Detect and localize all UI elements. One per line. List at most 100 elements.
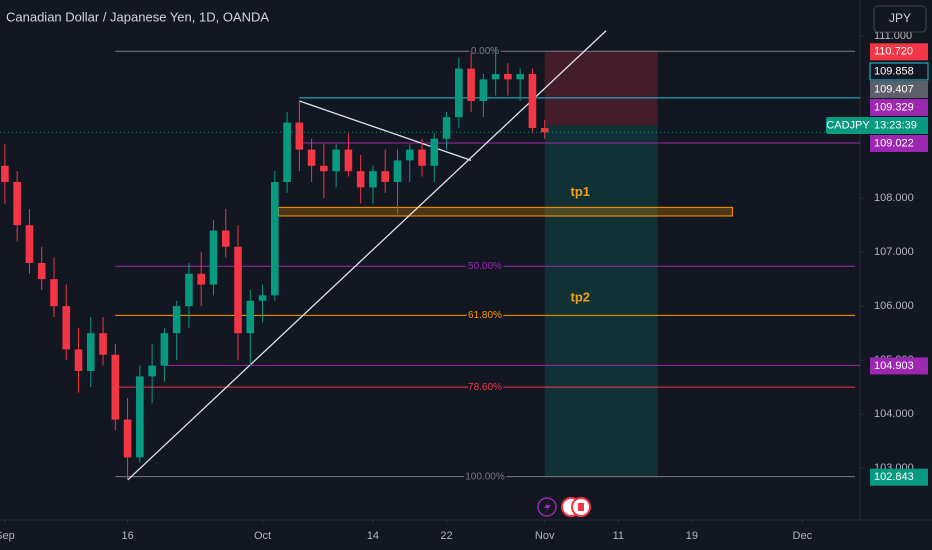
trend-line bbox=[127, 30, 607, 481]
candle-body bbox=[332, 149, 340, 172]
price-tag-label: 102.843 bbox=[874, 471, 914, 483]
candle-body bbox=[442, 117, 451, 139]
price-tag bbox=[870, 134, 928, 152]
candle-body bbox=[307, 149, 316, 166]
candle-body bbox=[320, 165, 328, 172]
price-tag bbox=[870, 468, 928, 486]
lightning-glyph bbox=[544, 501, 551, 513]
candle-body bbox=[418, 149, 426, 166]
flag-glyph bbox=[578, 503, 584, 511]
chart-title: Canadian Dollar / Japanese Yen, 1D, OAND… bbox=[6, 9, 269, 24]
price-tag-label: 109.407 bbox=[874, 83, 914, 95]
candle-body bbox=[356, 171, 365, 188]
price-tag bbox=[870, 80, 928, 98]
candle-body bbox=[1, 165, 9, 182]
candle-body bbox=[479, 79, 488, 101]
currency-button[interactable] bbox=[873, 5, 927, 33]
price-tag bbox=[870, 357, 928, 375]
candle-body bbox=[160, 333, 169, 366]
currency-label[interactable]: JPY bbox=[889, 11, 911, 25]
candle-body bbox=[504, 73, 512, 80]
candle-body bbox=[405, 149, 414, 161]
stop-zone bbox=[544, 51, 658, 126]
candle-body bbox=[13, 181, 21, 226]
candle-body bbox=[393, 160, 402, 182]
candle-body bbox=[369, 171, 377, 188]
price-tag-label: 109.329 bbox=[874, 101, 914, 113]
price-tag-label: 110.720 bbox=[874, 46, 913, 58]
x-tick-label: Sep bbox=[0, 530, 15, 542]
candle-body bbox=[25, 225, 34, 263]
y-tick-label: 106.000 bbox=[874, 300, 914, 312]
x-tick-label: 16 bbox=[121, 530, 133, 542]
target-zone bbox=[544, 125, 658, 477]
axes: 111.000108.000107.000106.000105.000104.0… bbox=[0, 30, 929, 542]
candle-body bbox=[148, 365, 156, 377]
candle-body bbox=[62, 306, 71, 350]
candle-body bbox=[516, 73, 524, 80]
candle-body bbox=[491, 73, 500, 80]
x-tick-label: 14 bbox=[367, 530, 379, 542]
candle-body bbox=[271, 181, 279, 296]
fib-label: 50.00% bbox=[468, 261, 502, 272]
candle-body bbox=[455, 68, 463, 118]
candle-body bbox=[528, 73, 537, 128]
x-tick-label: 11 bbox=[613, 530, 624, 542]
support-zone bbox=[277, 206, 733, 217]
candle-body bbox=[74, 349, 83, 371]
annotation: tp2 bbox=[571, 290, 591, 305]
price-tag-label: 104.903 bbox=[874, 360, 914, 372]
fib-label: 0.00% bbox=[471, 46, 499, 57]
candle-body bbox=[467, 68, 475, 101]
candle-body bbox=[50, 279, 58, 307]
price-tag-label: 109.022 bbox=[874, 137, 914, 149]
candle-body bbox=[344, 149, 353, 172]
symbol-tag bbox=[826, 116, 870, 134]
candle-body bbox=[185, 273, 193, 307]
candle-body bbox=[136, 376, 144, 458]
event-icons[interactable] bbox=[537, 497, 591, 517]
candle-body bbox=[197, 273, 206, 285]
price-tag bbox=[870, 43, 928, 61]
x-tick-label: Nov bbox=[535, 530, 555, 542]
x-tick-label: 22 bbox=[440, 530, 452, 542]
candle-body bbox=[111, 354, 120, 420]
candle-body bbox=[99, 333, 107, 355]
candle-body bbox=[172, 306, 181, 334]
candle-body bbox=[221, 230, 230, 247]
candle-body bbox=[234, 246, 242, 334]
candle-body bbox=[381, 171, 390, 182]
price-tag bbox=[870, 98, 928, 116]
fib-label: 61.80% bbox=[468, 310, 502, 321]
y-tick-label: 107.000 bbox=[874, 246, 914, 258]
fib-label: 78.60% bbox=[468, 382, 502, 393]
price-tag bbox=[869, 62, 929, 81]
candle-body bbox=[295, 122, 304, 150]
candle-body bbox=[258, 295, 267, 301]
candle-body bbox=[123, 419, 132, 458]
candle-body bbox=[209, 230, 218, 285]
countdown-label: 13:23:39 bbox=[874, 119, 917, 131]
fib-label: 100.00% bbox=[465, 471, 505, 482]
y-tick-label: 104.000 bbox=[874, 408, 914, 420]
candle-body bbox=[37, 262, 46, 280]
candle-body bbox=[283, 122, 291, 182]
x-tick-label: Dec bbox=[793, 530, 813, 542]
symbol-tag-label: CADJPY bbox=[826, 119, 870, 131]
y-tick-label: 108.000 bbox=[874, 192, 914, 204]
x-tick-label: 19 bbox=[686, 530, 698, 542]
annotation: tp1 bbox=[571, 184, 591, 199]
plot-area: 0.00% 50.00% 61.80% 78.60% 100.00% tp1 tp2 bbox=[0, 30, 860, 484]
candle-body bbox=[540, 127, 549, 133]
price-tag-label: 109.858 bbox=[874, 65, 914, 77]
candle-body bbox=[246, 300, 255, 334]
candle-body bbox=[430, 138, 439, 166]
trend-line bbox=[299, 100, 472, 161]
x-tick-label: Oct bbox=[254, 530, 271, 542]
y-tick-label: 111.000 bbox=[874, 30, 912, 42]
candle-body bbox=[86, 333, 95, 371]
countdown-tag bbox=[870, 116, 928, 134]
